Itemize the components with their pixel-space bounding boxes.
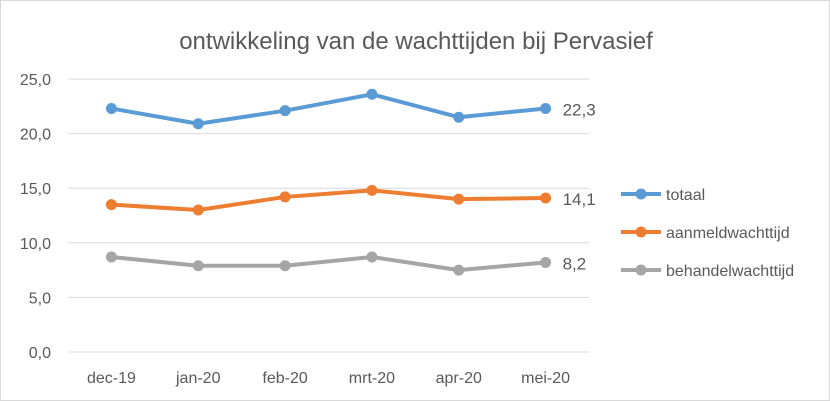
data-point	[540, 256, 552, 268]
series-line-behandelwachttijd	[111, 254, 546, 273]
y-tick-label: 10,0	[20, 236, 51, 253]
y-tick-label: 20,0	[20, 127, 51, 144]
x-tick-label: mrt-20	[349, 370, 395, 387]
data-label: 14,1	[563, 190, 596, 209]
data-point	[192, 204, 204, 216]
x-tick-label: jan-20	[175, 370, 221, 387]
y-tick-label: 5,0	[29, 290, 51, 307]
data-point	[366, 184, 378, 196]
y-tick-label: 25,0	[20, 72, 51, 89]
data-point	[366, 88, 378, 100]
x-tick-label: mei-20	[521, 370, 570, 387]
legend-marker	[635, 264, 647, 276]
chart-title: ontwikkeling van de wachttijden bij Perv…	[179, 28, 653, 55]
data-point	[540, 192, 552, 204]
data-point	[453, 193, 465, 205]
data-point	[279, 191, 291, 203]
x-tick-label: dec-19	[87, 370, 136, 387]
legend-marker	[635, 188, 647, 200]
series-line-aanmeldwachttijd	[111, 188, 546, 213]
data-label: 8,2	[563, 254, 587, 273]
data-point	[105, 102, 117, 114]
data-point	[279, 260, 291, 272]
legend-label: aanmeldwachttijd	[666, 225, 790, 242]
data-point	[366, 251, 378, 263]
data-point	[540, 102, 552, 114]
legend-marker	[635, 226, 647, 238]
x-tick-label: apr-20	[436, 370, 482, 387]
legend-label: behandelwachttijd	[666, 263, 794, 280]
y-tick-label: 15,0	[20, 181, 51, 198]
series-line-totaal	[111, 92, 546, 126]
data-point	[105, 251, 117, 263]
data-point	[105, 199, 117, 211]
data-point	[192, 260, 204, 272]
data-point	[279, 105, 291, 117]
data-point	[453, 264, 465, 276]
data-label: 22,3	[563, 100, 596, 119]
data-point	[192, 118, 204, 130]
x-tick-label: feb-20	[262, 370, 307, 387]
y-tick-label: 0,0	[29, 345, 51, 362]
data-point	[453, 111, 465, 123]
legend-label: totaal	[666, 187, 705, 204]
